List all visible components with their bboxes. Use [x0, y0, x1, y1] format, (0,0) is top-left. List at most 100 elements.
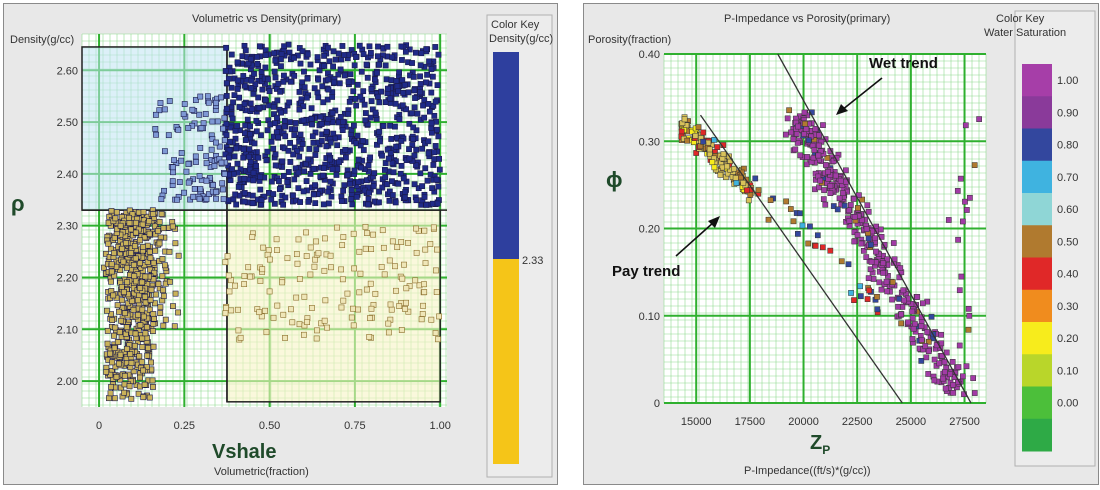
scatter-point	[344, 290, 351, 297]
scatter-point	[432, 98, 439, 105]
scatter-point	[286, 99, 293, 106]
scatter-point	[105, 219, 112, 226]
scatter-point	[262, 64, 269, 71]
right-plot-area: Wet trend Pay trend 15000 17500 20000 22500 25…	[612, 49, 987, 428]
scatter-point	[128, 226, 134, 233]
scatter-point	[355, 179, 362, 185]
scatter-point	[918, 323, 925, 329]
scatter-point	[692, 132, 699, 139]
scatter-point	[229, 115, 236, 122]
scatter-point	[301, 293, 308, 300]
scatter-point	[396, 303, 403, 309]
scatter-point	[325, 86, 332, 93]
scatter-point	[884, 288, 891, 295]
scatter-point	[874, 306, 881, 313]
scatter-point	[382, 62, 389, 69]
scatter-point	[816, 132, 822, 139]
scatter-point	[150, 343, 157, 350]
scatter-point	[181, 101, 188, 107]
scatter-point	[909, 315, 916, 322]
scatter-point	[931, 356, 938, 363]
scatter-point	[419, 145, 426, 152]
scatter-point	[103, 369, 110, 375]
scatter-point	[890, 240, 897, 246]
scatter-point	[291, 132, 298, 138]
scatter-point	[280, 78, 287, 85]
scatter-point	[287, 119, 293, 126]
scatter-point	[134, 297, 141, 304]
scatter-point	[403, 299, 409, 306]
scatter-point	[108, 311, 114, 318]
scatter-point	[270, 314, 277, 321]
scatter-point	[278, 63, 284, 70]
scatter-point	[166, 248, 173, 255]
scatter-point	[223, 105, 230, 112]
scatter-point	[272, 57, 279, 64]
scatter-point	[714, 144, 721, 150]
scatter-point	[232, 191, 239, 198]
scatter-point	[816, 142, 822, 149]
scatter-point	[121, 389, 127, 396]
scatter-point	[241, 190, 248, 196]
scatter-point	[837, 177, 844, 184]
scatter-point	[307, 171, 314, 177]
scatter-point	[794, 140, 801, 146]
scatter-point	[128, 360, 135, 366]
scatter-point	[303, 229, 309, 236]
scatter-point	[421, 227, 428, 234]
scatter-point	[425, 101, 432, 107]
scatter-point	[232, 282, 238, 289]
scatter-point	[123, 240, 129, 246]
scatter-point	[223, 132, 230, 138]
scatter-point	[426, 58, 432, 65]
scatter-point	[318, 138, 325, 144]
scatter-point	[350, 322, 357, 329]
scatter-point	[119, 297, 125, 304]
scatter-point	[196, 111, 203, 118]
scatter-point	[143, 324, 150, 331]
scatter-point	[386, 197, 393, 204]
scatter-point	[805, 137, 812, 144]
scatter-point	[372, 290, 379, 297]
scatter-point	[970, 375, 977, 381]
scatter-point	[432, 143, 439, 149]
scatter-point	[143, 364, 150, 370]
y-tick-label: 2.50	[57, 117, 78, 129]
scatter-point	[711, 164, 718, 171]
scatter-point	[955, 236, 961, 243]
scatter-point	[877, 226, 884, 233]
scatter-point	[263, 157, 270, 164]
scatter-point	[910, 325, 917, 332]
scatter-point	[413, 146, 420, 153]
scatter-point	[138, 358, 145, 365]
left-y-axis-symbol: ρ	[11, 191, 25, 216]
scatter-point	[428, 120, 435, 127]
scatter-point	[281, 43, 287, 50]
scatter-point	[321, 317, 328, 324]
scatter-point	[247, 166, 253, 173]
scatter-point	[262, 52, 269, 58]
color-key-swatch	[1022, 193, 1052, 226]
scatter-point	[358, 164, 365, 171]
scatter-point	[388, 136, 395, 142]
scatter-point	[382, 174, 389, 181]
scatter-point	[209, 118, 216, 125]
scatter-point	[241, 101, 248, 107]
scatter-point	[824, 155, 831, 161]
scatter-point	[116, 360, 122, 367]
scatter-point	[270, 145, 277, 152]
scatter-point	[305, 198, 312, 205]
scatter-point	[107, 390, 114, 397]
scatter-point	[370, 231, 376, 238]
scatter-point	[157, 310, 164, 317]
scatter-point	[114, 339, 121, 345]
scatter-point	[387, 95, 394, 102]
scatter-point	[139, 344, 146, 350]
scatter-point	[156, 218, 163, 225]
scatter-point	[278, 56, 284, 63]
left-color-key-subtitle: Density(g/cc)	[489, 33, 553, 45]
scatter-point	[250, 177, 257, 184]
scatter-point	[226, 147, 233, 154]
scatter-point	[202, 111, 209, 117]
scatter-point	[375, 93, 381, 100]
